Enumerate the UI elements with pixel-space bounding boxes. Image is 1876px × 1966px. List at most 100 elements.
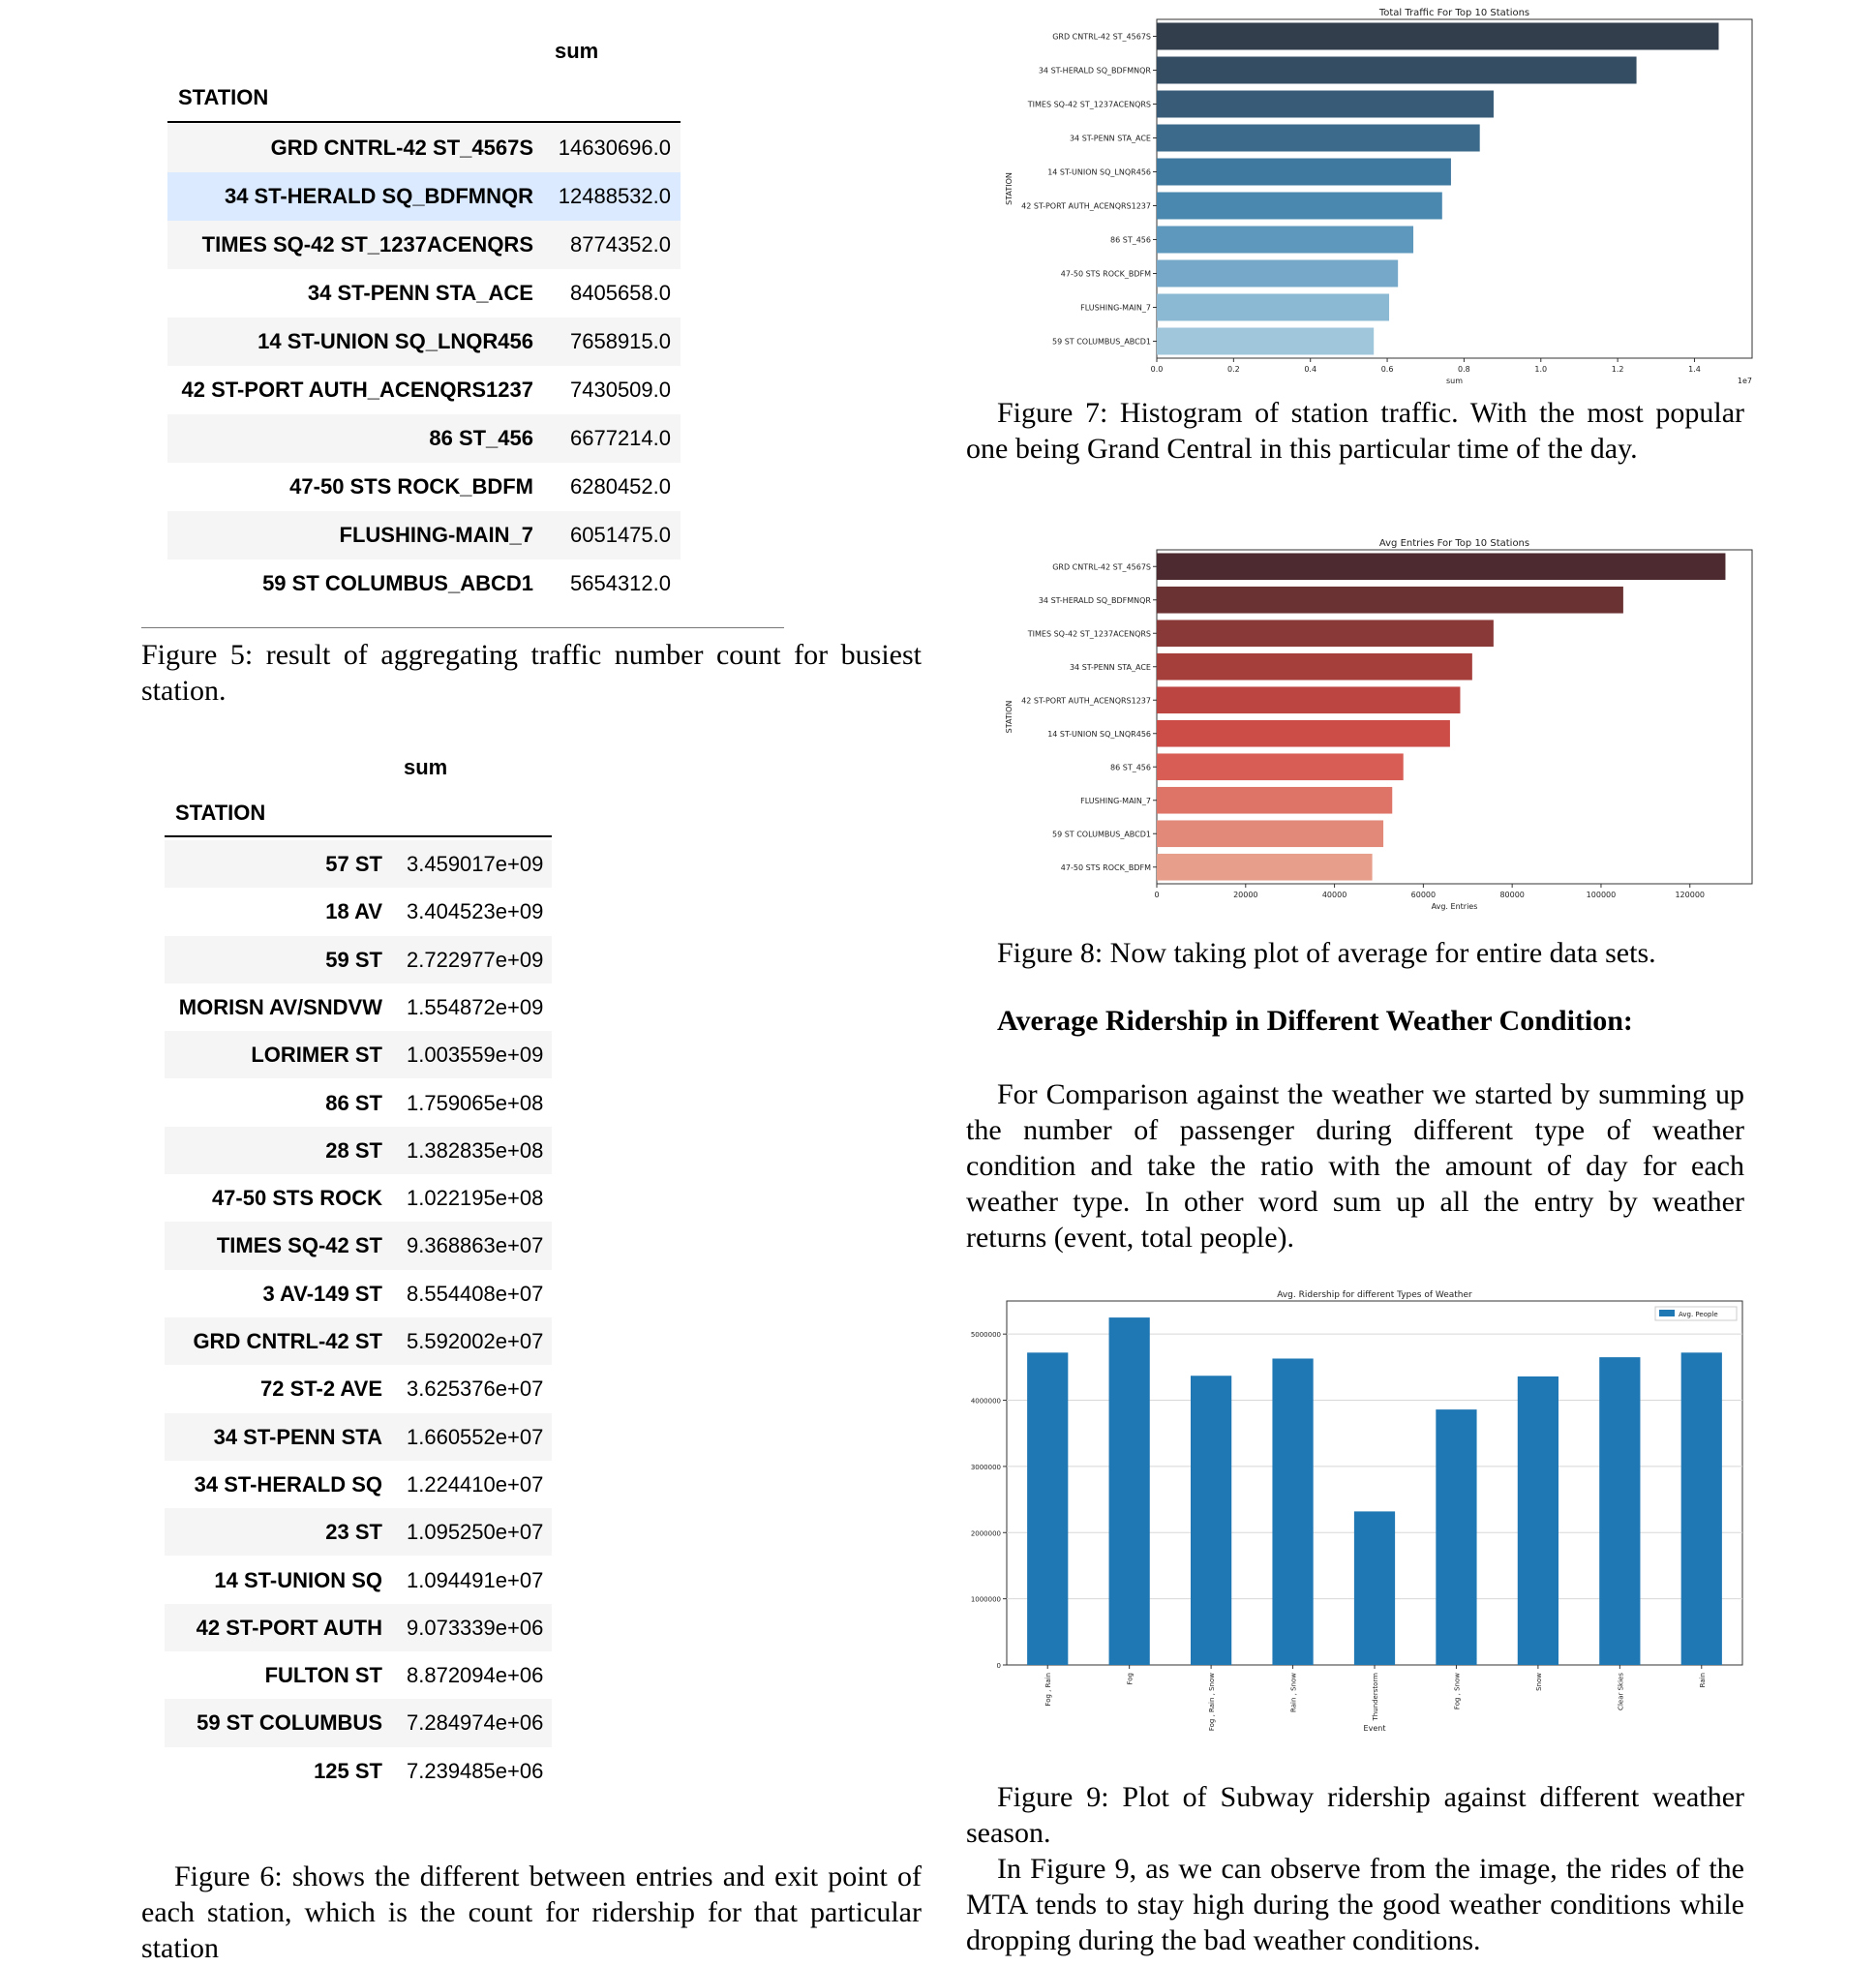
table-row: 86 ST 1.759065e+08 [165, 1079, 552, 1127]
x-tick-label: Clear Skies [1617, 1673, 1624, 1710]
value-cell: 1.022195e+08 [407, 1186, 544, 1211]
value-cell: 1.554872e+09 [407, 994, 544, 1019]
table-row: GRD CNTRL-42 ST 5.592002e+07 [165, 1317, 552, 1366]
x-tick-label: 1.4 [1688, 365, 1701, 374]
x-tick-label: 0.4 [1304, 365, 1316, 374]
plot-frame [1156, 549, 1753, 885]
bar [1157, 719, 1450, 747]
value-cell: 8.554408e+07 [407, 1281, 544, 1306]
table-row: 72 ST-2 AVE 3.625376e+07 [165, 1365, 552, 1412]
value-cell: 1.095250e+07 [407, 1520, 544, 1545]
figure-5-caption: Figure 5: result of aggregating traffic … [141, 639, 922, 707]
value-cell: 3.459017e+09 [407, 852, 544, 876]
x-tick-label: 0.0 [1151, 365, 1164, 374]
x-tick-label: 0.2 [1227, 365, 1240, 374]
table-row: 59 ST COLUMBUS_ABCD1 5654312.0 [167, 560, 681, 608]
bar [1157, 293, 1390, 321]
bar [1157, 786, 1393, 814]
station-cell: 57 ST [325, 852, 382, 876]
figure-8-caption: Figure 8: Now taking plot of average for… [997, 937, 1656, 969]
table-row: 23 ST 1.095250e+07 [165, 1508, 552, 1557]
x-tick-label: Snow [1535, 1673, 1543, 1691]
y-tick-label: TIMES SQ-42 ST_1237ACENQRS [1027, 629, 1151, 638]
y-tick-label: 34 ST-PENN STA_ACE [1070, 663, 1151, 672]
y-tick-label: 34 ST-PENN STA_ACE [1070, 135, 1151, 143]
x-tick-label: 40000 [1322, 891, 1346, 899]
bar [1353, 1511, 1396, 1665]
station-cell: 72 ST-2 AVE [260, 1376, 382, 1402]
table-row: TIMES SQ-42 ST 9.368863e+07 [165, 1222, 552, 1270]
y-tick-label: 42 ST-PORT AUTH_ACENQRS1237 [1021, 202, 1151, 211]
legend-box [1654, 1306, 1738, 1321]
bar [1157, 158, 1451, 186]
bar [1108, 1317, 1150, 1665]
x-tick-label: Rain , Snow [1290, 1673, 1298, 1712]
y-tick-label: 34 ST-HERALD SQ_BDFMNQR [1039, 67, 1152, 76]
table-row: 3 AV-149 ST 8.554408e+07 [165, 1270, 552, 1317]
value-cell: 1.094491e+07 [407, 1567, 544, 1592]
x-tick-label: 1.0 [1534, 365, 1547, 374]
value-cell: 14630696.0 [558, 136, 671, 160]
bar [1027, 1352, 1069, 1665]
column-header-sum: sum [555, 39, 599, 63]
bar [1157, 853, 1373, 881]
value-cell: 1.003559e+09 [407, 1043, 544, 1068]
x-tick-label: Fog , Rain , Snow [1208, 1673, 1216, 1731]
y-tick-label: 59 ST COLUMBUS_ABCD1 [1052, 830, 1151, 838]
value-cell: 7.239485e+06 [407, 1758, 544, 1783]
bar [1436, 1409, 1477, 1665]
table-row: 34 ST-PENN STA_ACE 8405658.0 [167, 269, 681, 318]
value-cell: 7658915.0 [570, 329, 671, 353]
station-cell: 14 ST-UNION SQ_LNQR456 [257, 329, 533, 353]
y-tick-label: 1000000 [971, 1596, 1001, 1604]
header-rule [165, 835, 552, 837]
station-cell: TIMES SQ-42 ST_1237ACENQRS [201, 232, 533, 257]
value-cell: 9.368863e+07 [407, 1233, 544, 1258]
table-row: TIMES SQ-42 ST_1237ACENQRS 8774352.0 [167, 221, 681, 269]
x-axis-label: Event [1364, 1724, 1386, 1733]
y-tick-label: TIMES SQ-42 ST_1237ACENQRS [1027, 101, 1151, 109]
chart-title: Avg. Ridership for different Types of We… [1277, 1290, 1472, 1300]
bar [1157, 259, 1399, 287]
table-row: LORIMER ST 1.003559e+09 [165, 1031, 552, 1079]
figure-separator [141, 627, 784, 628]
value-cell: 1.759065e+08 [407, 1090, 544, 1115]
table-row: 34 ST-HERALD SQ 1.224410e+07 [165, 1461, 552, 1508]
station-cell: 34 ST-HERALD SQ [194, 1471, 382, 1497]
bar [1191, 1376, 1232, 1665]
x-tick-label: 20000 [1233, 891, 1257, 899]
bar [1157, 327, 1375, 355]
index-name-station: STATION [178, 85, 269, 109]
table-row: 59 ST 2.722977e+09 [165, 935, 552, 983]
column-header-sum: sum [404, 755, 448, 779]
x-tick-label: 0 [1154, 891, 1159, 899]
y-axis-label: STATION [1005, 701, 1014, 734]
value-cell: 5654312.0 [570, 571, 671, 595]
value-cell: 6280452.0 [570, 474, 671, 499]
index-name-station: STATION [175, 801, 266, 825]
table-row: 59 ST COLUMBUS 7.284974e+06 [165, 1699, 552, 1747]
header-rule [167, 121, 681, 123]
x-axis-label: Avg. Entries [1432, 902, 1478, 911]
x-tick-label: 0.8 [1458, 365, 1470, 374]
x-tick-label: 120000 [1675, 891, 1705, 899]
legend-label: Avg. People [1679, 1311, 1718, 1318]
station-cell: FLUSHING-MAIN_7 [339, 523, 533, 547]
x-tick-label: Fog , Rain [1044, 1673, 1052, 1707]
x-tick-label: Thunderstorm [1372, 1673, 1379, 1722]
bar [1157, 226, 1414, 254]
table-row: 86 ST_456 6677214.0 [167, 414, 681, 463]
table-row: 34 ST-HERALD SQ_BDFMNQR 12488532.0 [167, 172, 681, 221]
station-cell: 86 ST [325, 1090, 382, 1115]
station-cell: FULTON ST [264, 1663, 382, 1688]
station-cell: 47-50 STS ROCK_BDFM [289, 474, 533, 499]
station-cell: GRD CNTRL-42 ST_4567S [270, 136, 533, 160]
value-cell: 7430509.0 [570, 378, 671, 402]
value-cell: 1.382835e+08 [407, 1137, 544, 1163]
bar [1157, 586, 1623, 614]
y-tick-label: 47-50 STS ROCK_BDFM [1061, 863, 1151, 872]
x-tick-label: 100000 [1587, 891, 1617, 899]
body-paragraph-2: In Figure 9, as we can observe from the … [966, 1853, 1744, 1956]
value-cell: 1.660552e+07 [407, 1424, 544, 1449]
table-station-traffic-sum: sum STATION GRD CNTRL-42 ST_4567S 1463069… [167, 29, 681, 610]
